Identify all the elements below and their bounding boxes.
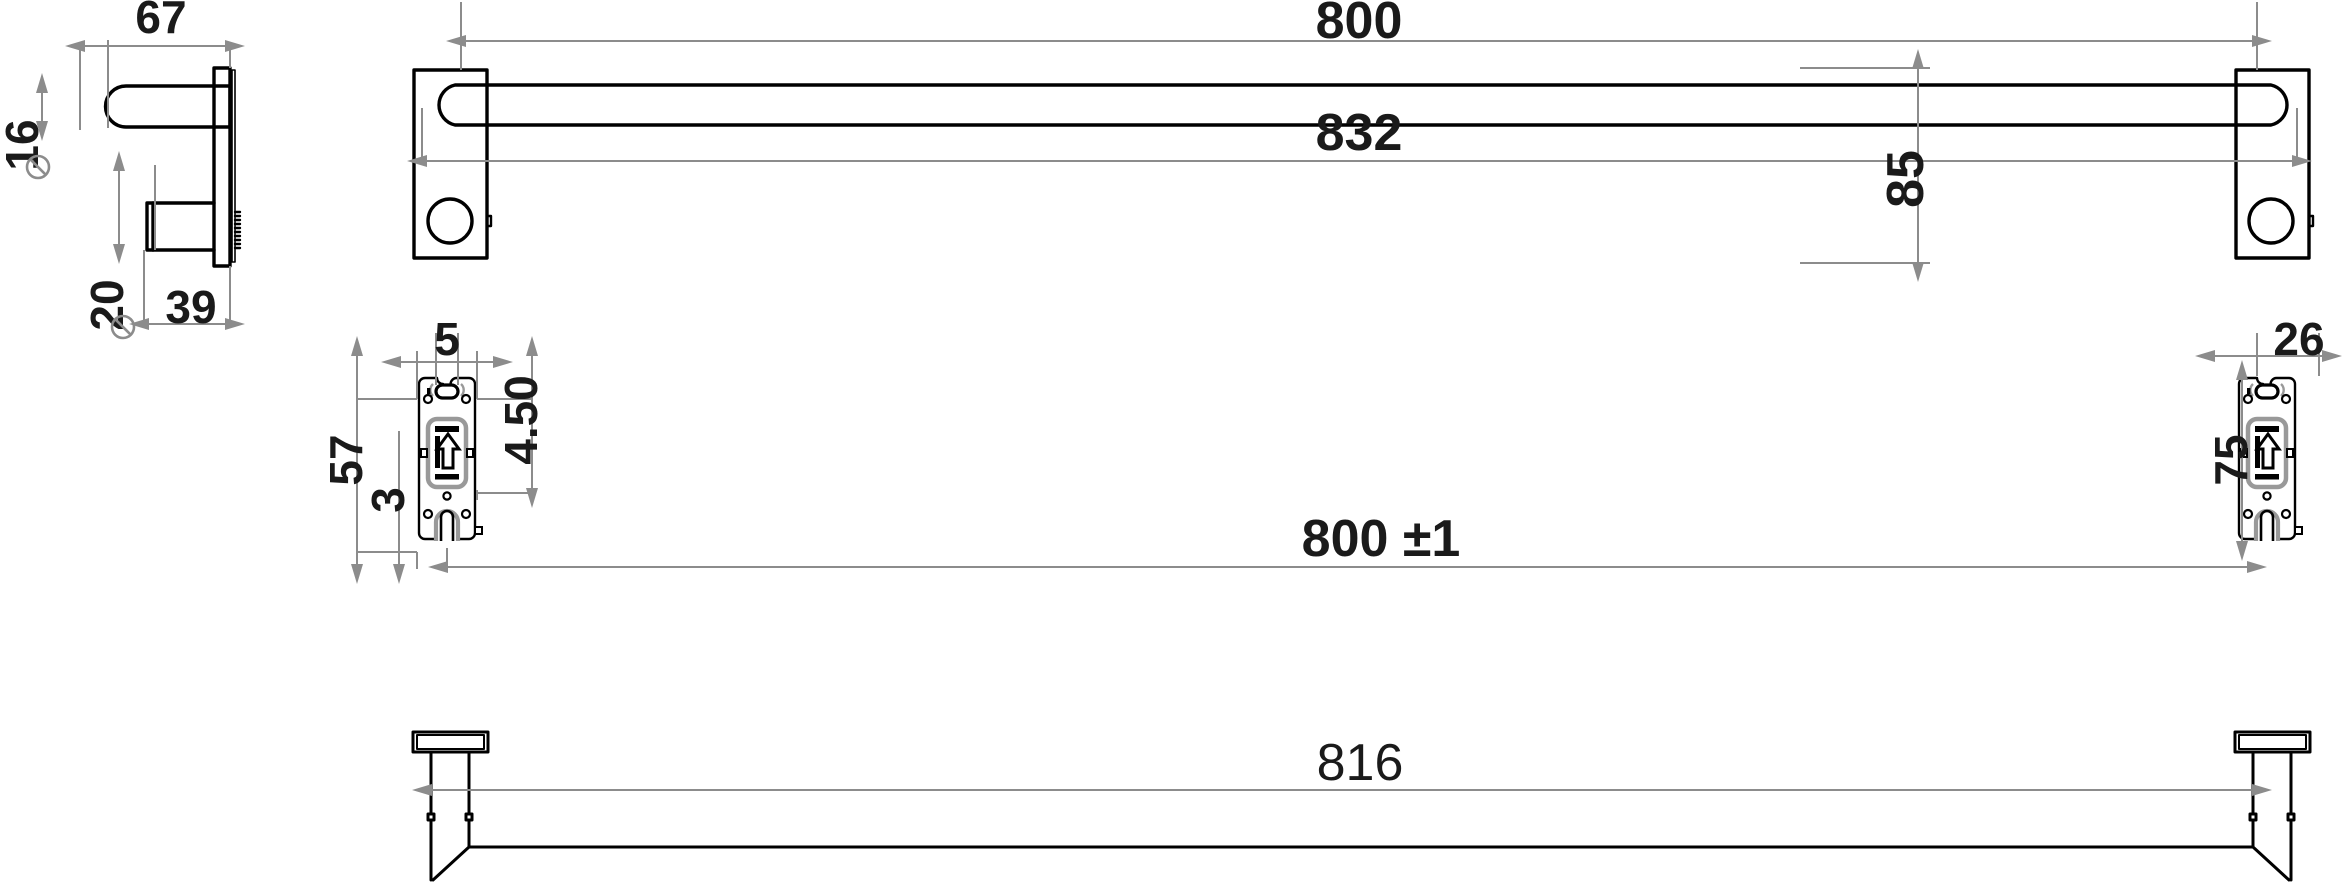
svg-text:39: 39 xyxy=(165,281,216,333)
svg-text:832: 832 xyxy=(1316,104,1403,162)
svg-text:816: 816 xyxy=(1317,734,1404,792)
svg-text:16: 16 xyxy=(0,119,48,170)
svg-text:20: 20 xyxy=(81,279,133,330)
svg-text:75: 75 xyxy=(2205,434,2257,485)
svg-text:800 ±1: 800 ±1 xyxy=(1302,510,1461,568)
svg-text:4.50: 4.50 xyxy=(495,375,547,465)
svg-text:67: 67 xyxy=(135,0,186,43)
svg-text:800: 800 xyxy=(1316,0,1403,50)
svg-text:26: 26 xyxy=(2273,313,2324,365)
svg-text:85: 85 xyxy=(1877,150,1935,208)
svg-text:3: 3 xyxy=(362,487,414,513)
svg-text:57: 57 xyxy=(320,434,372,485)
svg-text:5: 5 xyxy=(434,313,460,365)
